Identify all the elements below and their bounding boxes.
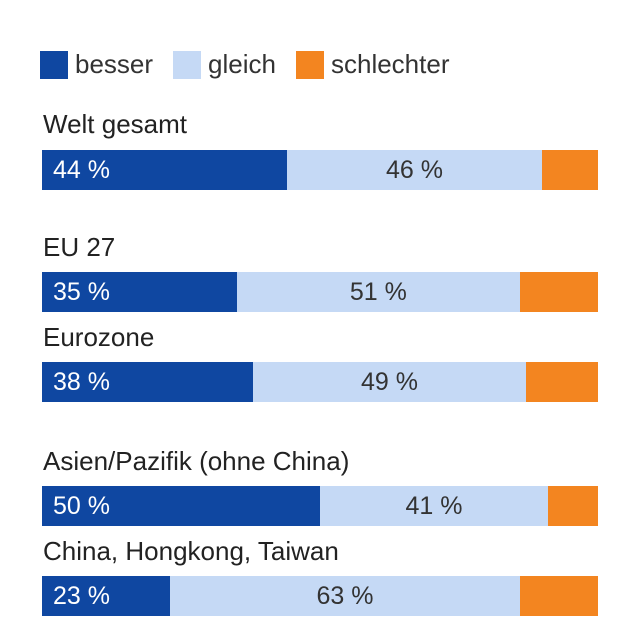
- category-label-eurozone: Eurozone: [43, 322, 155, 352]
- bar-segment-schlechter: [525, 362, 598, 402]
- data-label-gleich: 63 %: [316, 581, 374, 610]
- category-label-china-hongkong-taiwan: China, Hongkong, Taiwan: [43, 536, 339, 566]
- bar-segment-besser: 44 %: [42, 150, 287, 190]
- data-label-gleich: 51 %: [349, 277, 407, 306]
- legend-swatch-schlechter: [295, 50, 324, 79]
- legend-label-gleich: gleich: [208, 49, 276, 79]
- data-label-besser: 44 %: [53, 155, 110, 184]
- legend-swatch-besser: [40, 50, 68, 79]
- bar-row-asien-pazifik: 50 % 41 %: [42, 486, 598, 526]
- legend-label-besser: besser: [75, 49, 154, 79]
- data-label-besser: 23 %: [53, 581, 110, 610]
- legend-item-gleich: gleich: [173, 49, 276, 80]
- bar-segment-schlechter: [547, 486, 598, 526]
- category-label-eu-27: EU 27: [43, 232, 116, 262]
- category-label-asien-pazifik: Asien/Pazifik (ohne China): [43, 446, 350, 476]
- data-label-besser: 50 %: [53, 491, 110, 520]
- legend-item-besser: besser: [40, 49, 153, 80]
- data-label-gleich: 46 %: [386, 155, 443, 184]
- bar-segment-schlechter: [520, 272, 598, 312]
- bar-segment-besser: 23 %: [42, 576, 170, 616]
- legend: besser gleich schlechter: [40, 49, 469, 80]
- bar-segment-gleich: 51 %: [236, 272, 521, 312]
- bar-segment-besser: 35 %: [42, 272, 237, 312]
- bar-segment-schlechter: [542, 150, 598, 190]
- legend-label-schlechter: schlechter: [330, 49, 450, 79]
- legend-item-schlechter: schlechter: [295, 49, 450, 80]
- bar-segment-gleich: 49 %: [253, 362, 526, 402]
- bar-row-china-hongkong-taiwan: 23 % 63 %: [42, 576, 598, 616]
- legend-swatch-gleich: [173, 50, 202, 79]
- bar-segment-gleich: 63 %: [169, 576, 521, 616]
- data-label-besser: 35 %: [53, 277, 110, 306]
- bar-segment-gleich: 46 %: [286, 150, 543, 190]
- data-label-gleich: 41 %: [405, 491, 463, 520]
- bar-row-welt-gesamt: 44 % 46 %: [42, 150, 598, 190]
- category-label-welt-gesamt: Welt gesamt: [43, 109, 188, 139]
- data-label-besser: 38 %: [53, 367, 110, 396]
- bar-segment-schlechter: [520, 576, 598, 616]
- bar-segment-besser: 50 %: [42, 486, 320, 526]
- bar-row-eurozone: 38 % 49 %: [42, 362, 598, 402]
- data-label-gleich: 49 %: [360, 367, 418, 396]
- bar-segment-besser: 38 %: [42, 362, 254, 402]
- bar-segment-gleich: 41 %: [320, 486, 548, 526]
- bar-row-eu-27: 35 % 51 %: [42, 272, 598, 312]
